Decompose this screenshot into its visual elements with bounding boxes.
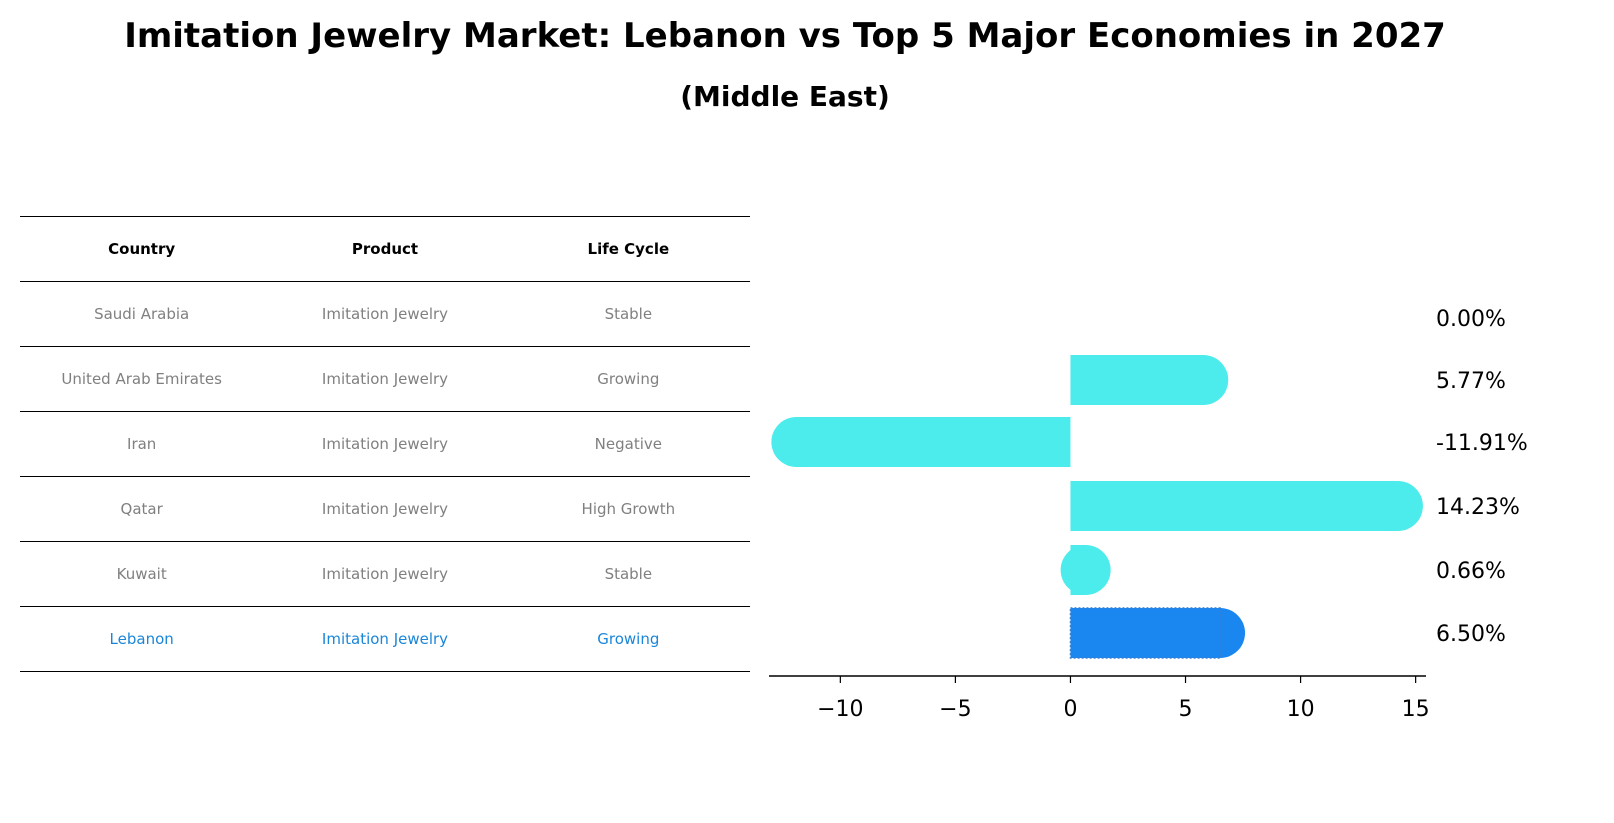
bar bbox=[1060, 545, 1111, 595]
data-table: Country Product Life Cycle Saudi Arabia I… bbox=[20, 216, 750, 672]
cell-product: Imitation Jewelry bbox=[263, 476, 507, 542]
cell-life-cycle: Stable bbox=[506, 281, 750, 347]
x-tick-label: 10 bbox=[1287, 697, 1315, 722]
cell-product: Imitation Jewelry bbox=[263, 606, 507, 672]
bar bbox=[1070, 355, 1229, 405]
chart-subtitle: (Middle East) bbox=[680, 80, 890, 113]
cell-country: Kuwait bbox=[20, 541, 264, 607]
header-product: Product bbox=[263, 216, 507, 282]
cell-life-cycle: Growing bbox=[506, 606, 750, 672]
cell-life-cycle: Negative bbox=[506, 411, 750, 477]
chart-title: Imitation Jewelry Market: Lebanon vs Top… bbox=[124, 16, 1446, 56]
value-label: 14.23% bbox=[1436, 495, 1520, 520]
table-row: Kuwait Imitation Jewelry Stable bbox=[20, 541, 750, 607]
x-tick-label: −5 bbox=[939, 697, 971, 722]
cell-country: Lebanon bbox=[20, 606, 264, 672]
x-tick-label: 5 bbox=[1179, 697, 1193, 722]
table-row: Qatar Imitation Jewelry High Growth bbox=[20, 476, 750, 542]
cell-life-cycle: Growing bbox=[506, 346, 750, 412]
value-label: 0.00% bbox=[1436, 307, 1506, 332]
x-tick-label: 0 bbox=[1063, 697, 1077, 722]
table-row: Iran Imitation Jewelry Negative bbox=[20, 411, 750, 477]
value-label: 5.77% bbox=[1436, 369, 1506, 394]
table-row: Lebanon Imitation Jewelry Growing bbox=[20, 606, 750, 672]
table-row: United Arab Emirates Imitation Jewelry Gro… bbox=[20, 346, 750, 412]
bar bbox=[771, 417, 1071, 467]
value-label: 6.50% bbox=[1436, 622, 1506, 647]
cell-country: Saudi Arabia bbox=[20, 281, 264, 347]
cell-life-cycle: Stable bbox=[506, 541, 750, 607]
cell-country: United Arab Emirates bbox=[20, 346, 264, 412]
x-tick-label: −10 bbox=[817, 697, 863, 722]
cell-product: Imitation Jewelry bbox=[263, 346, 507, 412]
header-country: Country bbox=[20, 216, 264, 282]
cell-product: Imitation Jewelry bbox=[263, 281, 507, 347]
value-label: 0.66% bbox=[1436, 559, 1506, 584]
value-label: -11.91% bbox=[1436, 431, 1528, 456]
table-row: Saudi Arabia Imitation Jewelry Stable bbox=[20, 281, 750, 347]
bar bbox=[1069, 607, 1246, 659]
bar bbox=[1070, 481, 1423, 531]
cell-country: Iran bbox=[20, 411, 264, 477]
x-tick-label: 15 bbox=[1402, 697, 1430, 722]
header-life-cycle: Life Cycle bbox=[506, 216, 750, 282]
cell-life-cycle: High Growth bbox=[506, 476, 750, 542]
cell-country: Qatar bbox=[20, 476, 264, 542]
